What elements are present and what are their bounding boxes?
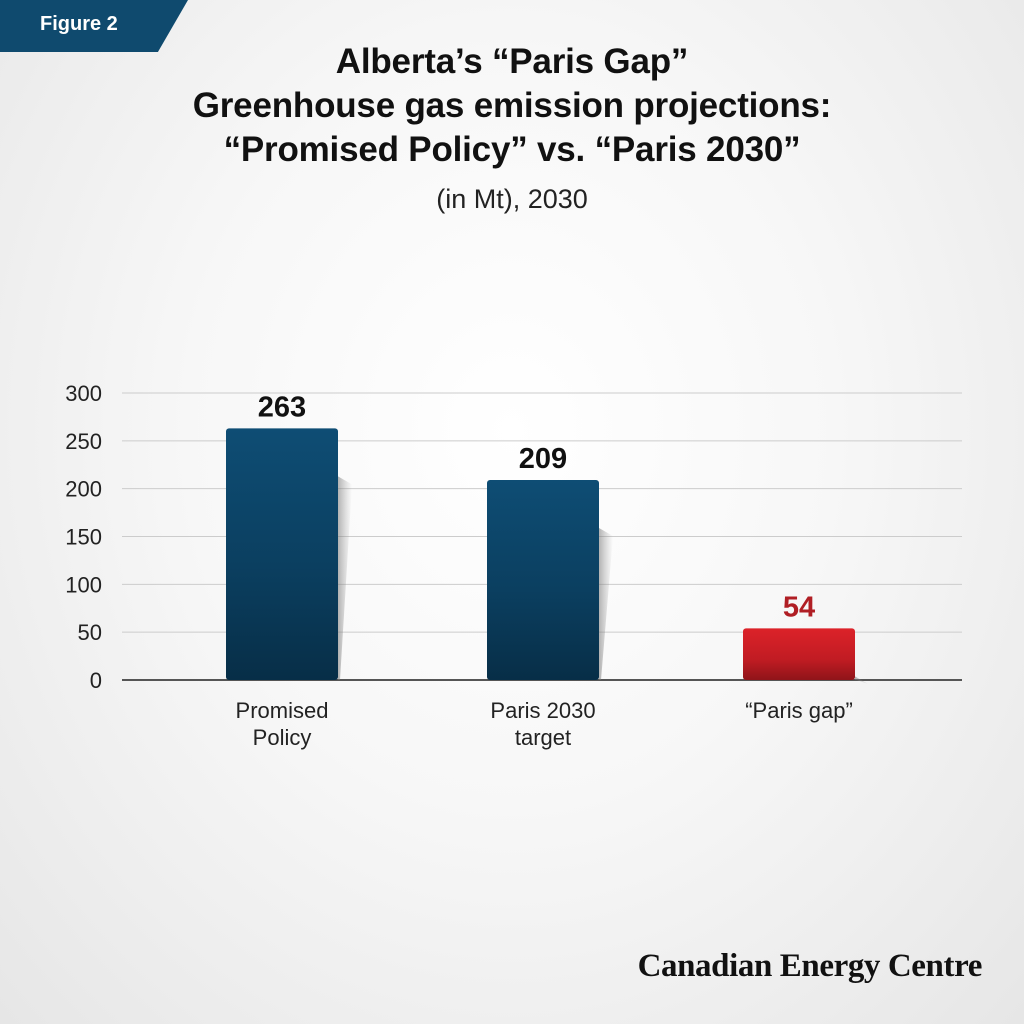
bar-chart: 0 50 100 150 200 250 300 263 209 54 PromisedPoli…	[65, 381, 962, 750]
x-category-label: Paris 2030	[490, 698, 595, 723]
source-logo-text: Canadian Energy Centre	[637, 948, 983, 984]
title-line-3: “Promised Policy” vs. “Paris 2030”	[223, 130, 801, 169]
x-category-label: Promised	[236, 698, 329, 723]
data-label: 209	[519, 443, 567, 475]
chart-title: Alberta’s “Paris Gap” Greenhouse gas emi…	[0, 40, 1024, 172]
y-tick-label: 0	[90, 668, 102, 693]
x-category-label: Policy	[253, 725, 312, 750]
figure-tag: Figure 2	[0, 0, 188, 52]
bar-1	[487, 480, 599, 680]
data-label: 54	[783, 591, 815, 623]
bars	[226, 428, 869, 685]
bar-shadow	[338, 476, 352, 680]
y-tick-label: 150	[65, 525, 102, 550]
chart-subtitle: (in Mt), 2030	[436, 184, 588, 214]
title-line-1: Alberta’s “Paris Gap”	[335, 42, 689, 81]
y-tick-label: 50	[78, 620, 102, 645]
y-tick-label: 100	[65, 572, 102, 597]
data-label: 263	[258, 391, 306, 423]
y-axis: 0 50 100 150 200 250 300	[65, 381, 102, 693]
y-tick-label: 200	[65, 477, 102, 502]
bar-0	[226, 428, 338, 680]
y-tick-label: 300	[65, 381, 102, 406]
title-line-2: Greenhouse gas emission projections:	[192, 86, 832, 125]
figure-tag-label: Figure 2	[40, 13, 118, 35]
x-category-label: “Paris gap”	[745, 698, 853, 723]
bar-shadow	[599, 528, 613, 680]
x-category-label: target	[515, 725, 571, 750]
bar-paris-gap	[743, 628, 855, 680]
data-labels: 263 209 54	[258, 391, 815, 623]
y-tick-label: 250	[65, 429, 102, 454]
